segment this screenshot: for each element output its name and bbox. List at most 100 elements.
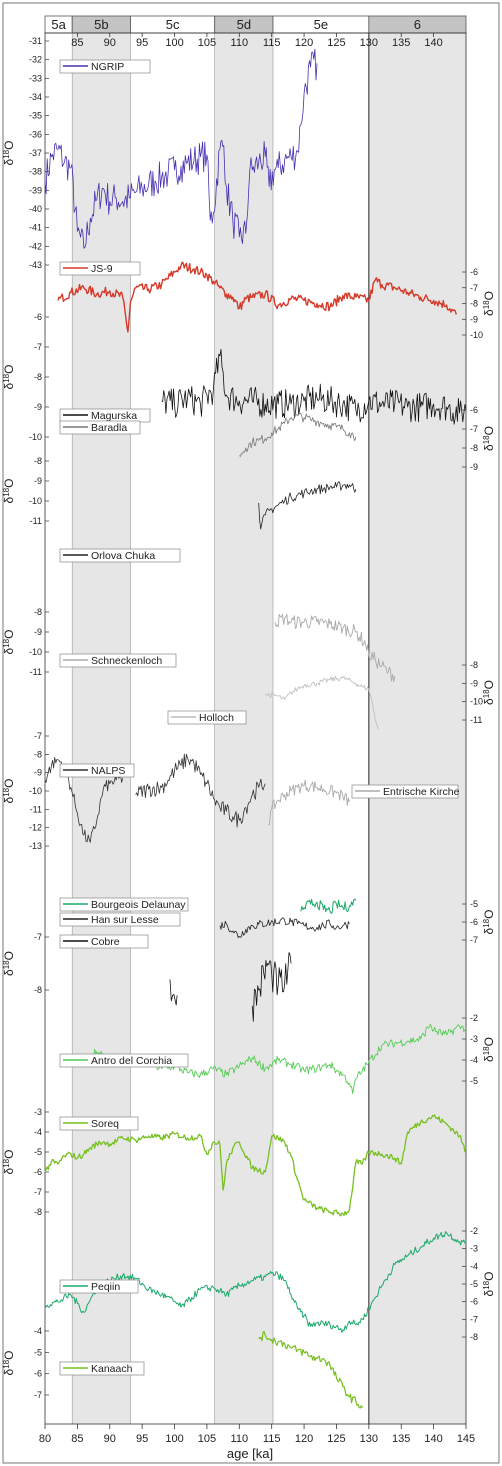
legend-label: Baradla	[91, 422, 127, 434]
series-cobre	[251, 952, 292, 1022]
top-tick-label: 110	[231, 37, 249, 49]
top-tick-label: 100	[165, 37, 183, 49]
y-axes: -31 -32 -33 -34 -35 -36 -37 -38 -39 -40 -41 -42 -43 δ…	[2, 36, 497, 1400]
top-tick-label: 85	[71, 37, 83, 49]
legend-box	[167, 710, 247, 725]
y-axis-label: δ18O	[482, 1272, 497, 1297]
y-tick-label: -34	[29, 92, 42, 102]
y-tick-label: -10	[29, 786, 42, 796]
y-axis-soreq: -3 -4 -5 -6 -7 -8 δ18O	[2, 1107, 49, 1217]
y-tick-label: -11	[30, 667, 42, 677]
legend-han-sur-lesse: Han sur Lesse	[59, 912, 181, 927]
legend-label: NGRIP	[91, 61, 124, 73]
y-tick-label: -7	[470, 283, 478, 293]
y-axis-label: δ18O	[482, 426, 497, 451]
y-axis-cobre: -7 -8 δ18O	[2, 932, 49, 995]
y-tick-label: -11	[30, 516, 42, 526]
legend-antro-del-corchia: Antro del Corchia	[59, 1053, 189, 1068]
y-tick-label: -10	[29, 496, 42, 506]
y-tick-label: -41	[29, 223, 42, 233]
y-tick-label: -9	[34, 768, 42, 778]
y-tick-label: -2	[470, 1226, 478, 1236]
x-tick-label: 90	[104, 1433, 116, 1445]
x-tick-label: 110	[231, 1433, 249, 1445]
y-axis-label: δ18O	[2, 951, 17, 976]
legend-label: Schneckenloch	[91, 655, 162, 667]
y-tick-label: -39	[29, 185, 42, 195]
top-tick-label: 105	[198, 37, 216, 49]
y-tick-label: -4	[470, 1055, 478, 1065]
y-tick-label: -3	[34, 1107, 42, 1117]
legend-nalps: NALPS	[59, 763, 135, 778]
y-tick-label: -9	[34, 402, 42, 412]
series-soreq	[44, 1114, 467, 1217]
legend-schneckenloch: Schneckenloch	[59, 653, 177, 668]
x-tick-label: 85	[71, 1433, 83, 1445]
legend-peqiin: Peqiin	[59, 1279, 139, 1294]
series-holloch	[265, 675, 379, 730]
legend-box	[59, 1053, 189, 1068]
y-axis-label: δ18O	[482, 1037, 497, 1062]
y-axis-label: δ18O	[482, 291, 497, 316]
series-nalps	[135, 753, 266, 828]
x-tick-label: 80	[39, 1433, 51, 1445]
series-han-sur-lesse	[219, 917, 350, 938]
y-tick-label: -8	[34, 607, 42, 617]
y-axis-nalps: -7 -8 -9 -10 -11 -12 -13 δ18O	[2, 731, 49, 851]
legend-label: Orlova Chuka	[91, 550, 155, 562]
legend-box	[59, 912, 181, 927]
y-tick-label: -10	[29, 432, 42, 442]
y-tick-label: -13	[29, 841, 42, 851]
y-tick-label: -5	[470, 1279, 478, 1289]
legend-label: Bourgeois Delaunay	[91, 899, 186, 911]
stage-shade-6	[368, 16, 466, 1424]
legend-magurska: Magurska	[59, 408, 151, 423]
series-entrische-kirche	[268, 779, 350, 826]
series-js-9	[57, 261, 457, 333]
y-tick-label: -5	[34, 1147, 42, 1157]
top-tick-label: 135	[392, 37, 410, 49]
y-axis-label: δ18O	[2, 1150, 17, 1175]
legend-js-9: JS-9	[59, 261, 141, 276]
x-axis: 80 85 90 95 100 105 110 115 120 125 130 135 140 145 85…	[39, 33, 475, 1445]
y-tick-label: -4	[470, 1261, 478, 1271]
y-tick-label: -8	[34, 985, 42, 995]
legend-box	[59, 763, 135, 778]
x-tick-label: 145	[457, 1433, 475, 1445]
y-axis-schneckenloch: -8 -9 -10 -11 δ18O	[2, 607, 49, 677]
y-axis-bourgeois: -5 -6 -7 δ18O	[462, 899, 496, 945]
top-tick-label: 130	[360, 37, 378, 49]
stage-label-5e: 5e	[314, 17, 328, 32]
legend-box	[59, 420, 141, 435]
y-tick-label: -3	[470, 1244, 478, 1254]
top-tick-label: 115	[263, 37, 281, 49]
series-peqiin	[44, 1231, 467, 1333]
y-tick-label: -7	[34, 1390, 42, 1400]
stage-label-5a: 5a	[51, 17, 66, 32]
y-tick-label: -6	[34, 312, 42, 322]
legend-label: Kanaach	[91, 1363, 133, 1375]
y-axis-label: δ18O	[2, 479, 17, 504]
series-cobre	[169, 979, 178, 1006]
top-tick-label: 120	[295, 37, 313, 49]
y-tick-label: -6	[470, 267, 478, 277]
stage-label-5b: 5b	[94, 17, 108, 32]
y-tick-label: -10	[470, 697, 483, 707]
legend-box	[59, 653, 177, 668]
y-tick-label: -12	[29, 823, 42, 833]
y-tick-label: -6	[470, 405, 478, 415]
y-axis-label: δ18O	[2, 365, 17, 390]
legend-label: Peqiin	[91, 1281, 120, 1293]
y-axis-peqiin: -2 -3 -4 -5 -6 -7 -8 δ18O	[462, 1226, 496, 1342]
y-tick-label: -8	[34, 749, 42, 759]
x-axis-label: age [ka]	[227, 1446, 273, 1461]
legend-box	[59, 1279, 139, 1294]
series-lines	[44, 48, 467, 1409]
y-tick-label: -31	[29, 36, 42, 46]
series-bourgeois-delaunay	[300, 898, 357, 914]
plot-border	[44, 32, 467, 1425]
